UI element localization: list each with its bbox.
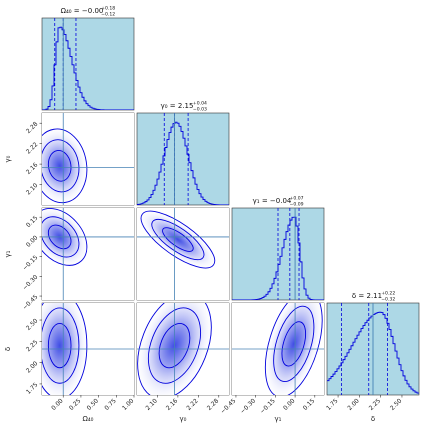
contour-gamma0-gamma1-1 — [151, 218, 205, 261]
density-omega-gamma0 — [42, 113, 134, 205]
xtick-label-gamma1-0: −0.45 — [219, 397, 237, 415]
contour-omega-delta-1 — [42, 307, 80, 384]
title-upper-omega: +0.18 — [101, 6, 115, 12]
xtick-label-gamma0-2: 2.22 — [185, 397, 200, 412]
xlabel-omega: Ω₄₀ — [83, 415, 94, 423]
xtick-label-omega-4: 1.00 — [121, 397, 136, 412]
xtick-label-gamma1-1: −0.30 — [239, 397, 257, 415]
title-lower-omega: −0.12 — [101, 12, 115, 18]
xtick-label-gamma1-4: 0.15 — [302, 397, 317, 412]
xtick-label-omega-0: 0.00 — [50, 397, 65, 412]
xtick-label-gamma0-1: 2.16 — [165, 397, 180, 412]
xtick-label-delta-2: 2.25 — [368, 397, 383, 412]
ytick-label-delta-2: 2.25 — [25, 339, 40, 354]
contour-gamma0-delta-1 — [147, 307, 201, 384]
density-omega-delta — [42, 303, 134, 395]
title-gamma1: γ₁ = −0.04 — [253, 197, 292, 205]
ytick-label-delta-1: 2.00 — [25, 360, 40, 375]
contour-gamma0-delta-2 — [137, 303, 212, 395]
contour-omega-gamma1-1 — [42, 216, 80, 258]
xtick-label-gamma1-2: −0.15 — [259, 397, 277, 415]
title-gamma0: γ₀ = 2.15 — [161, 102, 194, 110]
title-omega: Ω₄₀ = −0.00 — [61, 7, 104, 15]
hist-line-omega — [42, 26, 134, 110]
density-blob-omega-gamma0 — [42, 125, 90, 205]
contour-omega-gamma1-2 — [42, 208, 88, 266]
xtick-label-omega-3: 0.75 — [103, 397, 118, 412]
title-upper-gamma0: +0.04 — [193, 101, 207, 107]
density-blob-gamma1-delta — [263, 303, 324, 395]
ytick-label-gamma0-0: 2.10 — [25, 182, 40, 197]
ytick-label-gamma1-3: 0.00 — [25, 234, 40, 249]
ylabel-gamma0: γ₀ — [4, 155, 12, 162]
xtick-label-delta-3: 2.50 — [389, 397, 404, 412]
contour-omega-gamma0-2 — [42, 128, 88, 204]
density-omega-gamma1 — [42, 208, 134, 300]
title-delta: δ = 2.11 — [352, 292, 382, 300]
ytick-label-gamma0-1: 2.16 — [25, 161, 40, 176]
ytick-label-gamma1-4: 0.15 — [25, 215, 40, 230]
xtick-label-gamma0-0: 2.10 — [144, 397, 159, 412]
xtick-label-gamma1-3: 0.00 — [282, 397, 297, 412]
xtick-label-omega-2: 0.50 — [86, 397, 101, 412]
ytick-label-gamma1-2: −0.15 — [21, 254, 39, 272]
contour-gamma0-delta-0 — [158, 322, 191, 369]
xlabel-gamma0: γ₀ — [180, 415, 187, 423]
ytick-label-delta-0: 1.75 — [25, 381, 40, 396]
contour-gamma0-gamma1-0 — [162, 227, 194, 252]
title-lower-gamma1: −0.09 — [290, 202, 304, 208]
ylabel-gamma1: γ₁ — [4, 250, 12, 257]
ytick-label-gamma1-0: −0.45 — [21, 293, 39, 311]
contour-omega-delta-2 — [42, 303, 88, 395]
ytick-label-gamma1-1: −0.30 — [21, 274, 39, 292]
xlabel-delta: δ — [371, 415, 375, 423]
ylabel-delta: δ — [4, 347, 12, 351]
title-lower-delta: −0.32 — [381, 297, 395, 303]
hist-line-gamma0 — [137, 121, 229, 205]
xtick-label-delta-1: 2.00 — [346, 397, 361, 412]
contour-omega-delta-0 — [47, 322, 72, 369]
panel-omega-hist — [41, 17, 135, 111]
ytick-label-delta-3: 2.50 — [25, 317, 40, 332]
title-upper-gamma1: +0.07 — [290, 196, 304, 202]
xtick-label-gamma0-3: 2.28 — [206, 397, 221, 412]
density-gamma0-gamma1 — [137, 208, 229, 300]
contour-gamma1-delta-2 — [264, 303, 323, 395]
panels-layer: Ω₄₀ = −0.00+0.18−0.12 γ₀ = 2.15 +0.04−0.03… — [4, 6, 420, 423]
ytick-label-gamma0-2: 2.22 — [25, 141, 40, 156]
contour-omega-gamma0-1 — [42, 139, 80, 193]
density-blob-omega-delta — [42, 303, 90, 395]
title-lower-gamma0: −0.03 — [193, 107, 207, 113]
xlabel-gamma1: γ₁ — [275, 415, 282, 423]
title-upper-delta: +0.22 — [381, 291, 395, 297]
contour-gamma0-gamma1-2 — [140, 210, 216, 269]
contour-omega-gamma1-0 — [47, 224, 72, 250]
xtick-label-delta-0: 1.75 — [325, 397, 340, 412]
ytick-label-gamma0-3: 2.28 — [25, 121, 40, 136]
panel-gamma0-hist — [136, 112, 230, 206]
xtick-label-omega-1: 0.25 — [68, 397, 83, 412]
density-blob-gamma0-gamma1 — [138, 208, 218, 271]
contour-gamma1-delta-0 — [281, 321, 307, 367]
